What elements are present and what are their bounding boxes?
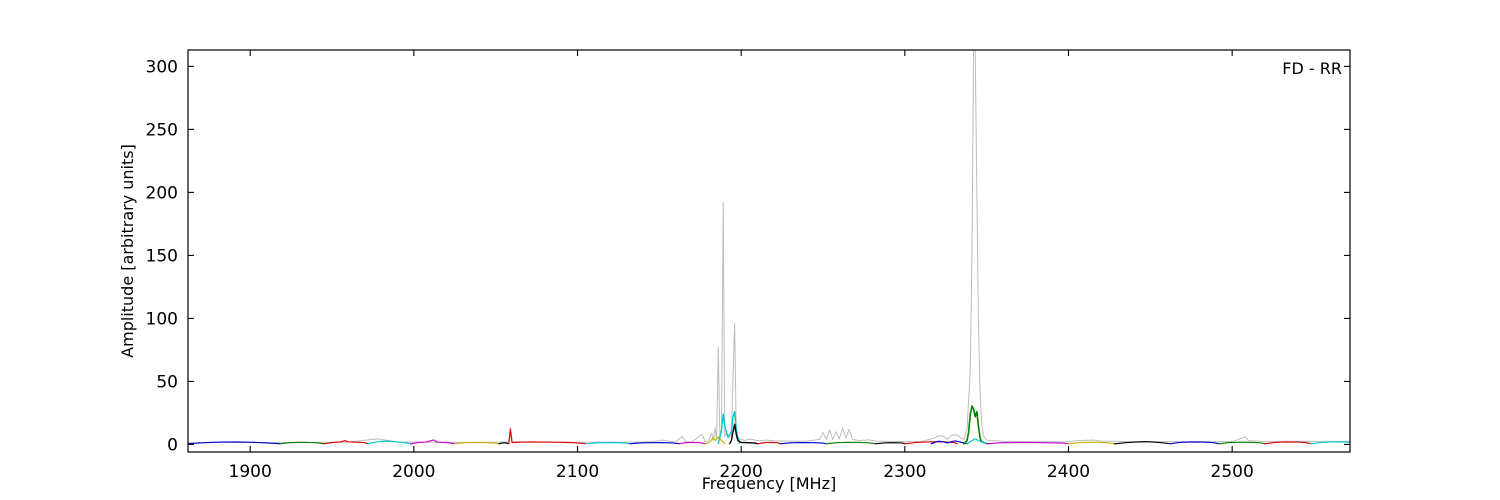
series-spw-01 <box>279 441 325 445</box>
x-tick-label: 2200 <box>720 462 763 482</box>
x-axis-label: Frequency [MHz] <box>702 474 836 493</box>
y-tick-label: 100 <box>146 309 178 329</box>
x-tick-label: 2000 <box>392 462 435 482</box>
series-spw-16 <box>825 441 876 445</box>
y-tick-label: 0 <box>167 435 178 455</box>
x-tick-label: 2300 <box>883 462 926 482</box>
x-ticks: 1900 2000 2100 2200 2300 2400 2500 <box>229 50 1254 482</box>
series-spw-12 <box>717 410 741 445</box>
series-spw-26 <box>1218 441 1266 445</box>
series-raw-grey <box>188 50 1350 444</box>
series-spw-06 <box>498 442 510 445</box>
x-tick-label: 2400 <box>1047 462 1090 482</box>
series-spw-00 <box>188 441 281 445</box>
series-spw-27 <box>1264 441 1312 445</box>
series-spw-28 <box>1310 441 1350 445</box>
y-ticks: 0 50 100 150 200 250 300 <box>146 57 1350 455</box>
series-spw-09 <box>629 441 680 445</box>
series-spw-19-blue-humps <box>930 440 968 445</box>
series-layer <box>188 50 1350 445</box>
y-tick-label: 200 <box>146 183 178 203</box>
y-axis-label: Amplitude [arbitrary units] <box>118 144 137 358</box>
series-spw-13 <box>729 423 759 445</box>
series-spw-22 <box>986 441 1070 445</box>
y-tick-label: 250 <box>146 120 178 140</box>
series-spw-10 <box>678 441 706 445</box>
series-spw-25 <box>1169 441 1220 445</box>
x-tick-label: 2500 <box>1211 462 1254 482</box>
series-spw-02 <box>323 440 369 445</box>
series-spw-21-cyan-base <box>966 438 991 445</box>
series-spw-15 <box>779 441 827 445</box>
series-spw-11 <box>704 436 726 445</box>
axes-frame <box>187 49 1351 453</box>
y-tick-label: 150 <box>146 246 178 266</box>
y-tick-label: 300 <box>146 57 178 77</box>
series-spw-14 <box>756 441 782 445</box>
corner-annotation: FD - RR <box>1282 59 1342 78</box>
series-spw-23 <box>1067 441 1115 445</box>
series-spw-08 <box>585 441 631 445</box>
series-spw-05 <box>454 441 500 445</box>
series-spw-17 <box>874 442 906 445</box>
series-spw-04 <box>409 439 456 445</box>
y-tick-label: 50 <box>156 372 178 392</box>
series-spw-24 <box>1113 441 1171 445</box>
series-spw-03 <box>367 440 412 445</box>
x-tick-label: 2100 <box>556 462 599 482</box>
axis-frame <box>187 49 1351 453</box>
x-tick-label: 1900 <box>229 462 272 482</box>
series-spw-07 <box>508 428 587 445</box>
series-spw-20-green-peak <box>962 405 988 445</box>
